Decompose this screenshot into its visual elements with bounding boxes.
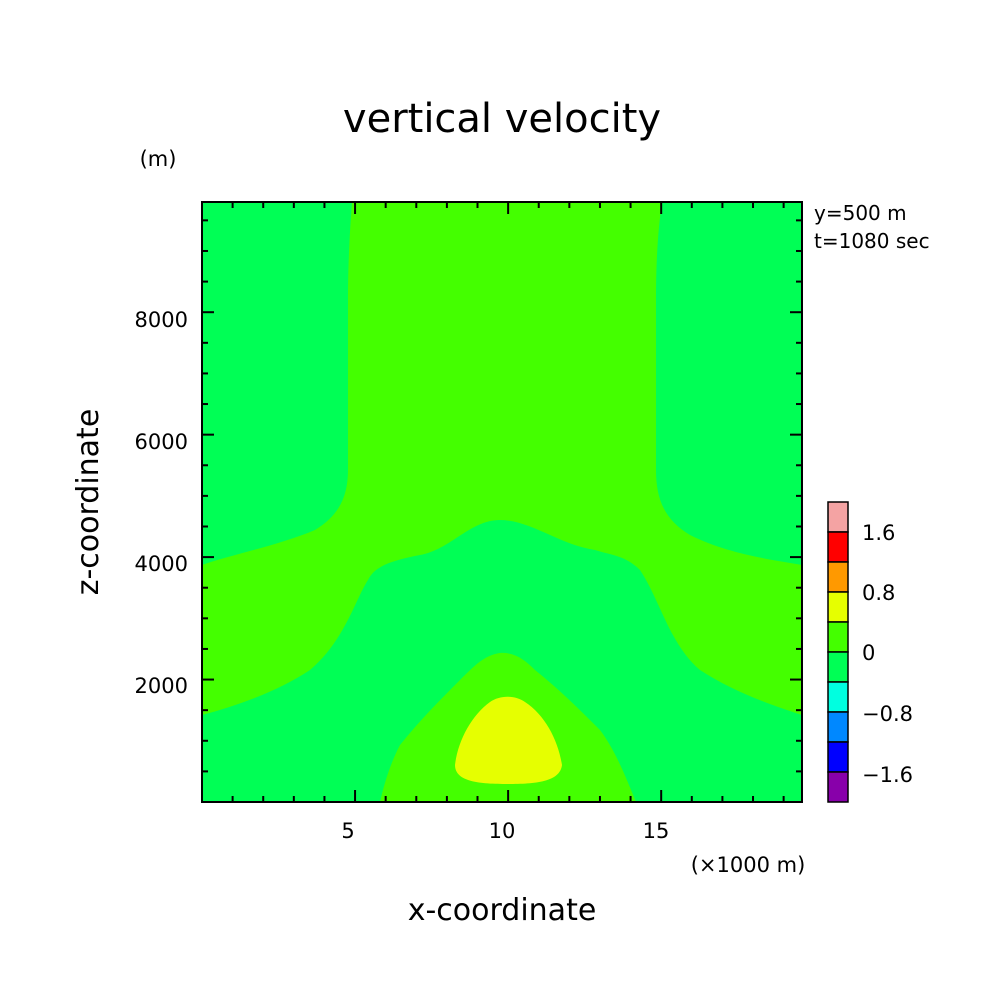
colorbar-label-1.6: 1.6 [862,521,895,545]
colorbar-label-neg0.8: −0.8 [862,702,913,726]
x-unit-label: (×1000 m) [691,853,806,877]
y-unit-label: (m) [140,147,177,171]
plot-area [201,201,803,803]
colorbar-swatch [827,591,849,623]
x-tick-label-10: 10 [489,819,516,843]
region-updraft-core [455,696,562,784]
x-tick-label-5: 5 [341,819,354,843]
y-tick-label-4000: 4000 [135,552,188,576]
colorbar-swatch [827,651,849,683]
colorbar-swatch [827,741,849,773]
colorbar-swatch [827,531,849,563]
colorbar-swatch [827,621,849,653]
y-axis-title: z-coordinate [71,409,106,596]
colorbar-swatch [827,681,849,713]
colorbar-label-0: 0 [862,641,875,665]
colorbar-swatch [827,711,849,743]
colorbar [827,501,849,803]
colorbar-label-neg1.6: −1.6 [862,763,913,787]
y-tick-label-8000: 8000 [135,308,188,332]
colorbar-swatch [827,501,849,533]
x-tick-label-15: 15 [643,819,670,843]
x-axis-title: x-coordinate [408,893,597,928]
chart-title: vertical velocity [343,96,661,142]
axis-ticks [202,202,802,802]
y-tick-label-6000: 6000 [135,430,188,454]
plot-frame [201,201,803,803]
colorbar-swatch [827,561,849,593]
annotation-t: t=1080 sec [814,229,930,253]
y-tick-label-2000: 2000 [135,674,188,698]
colorbar-swatch [827,771,849,803]
colorbar-label-0.8: 0.8 [862,581,895,605]
annotation-y: y=500 m [814,201,907,225]
region-positive-main [202,202,802,715]
